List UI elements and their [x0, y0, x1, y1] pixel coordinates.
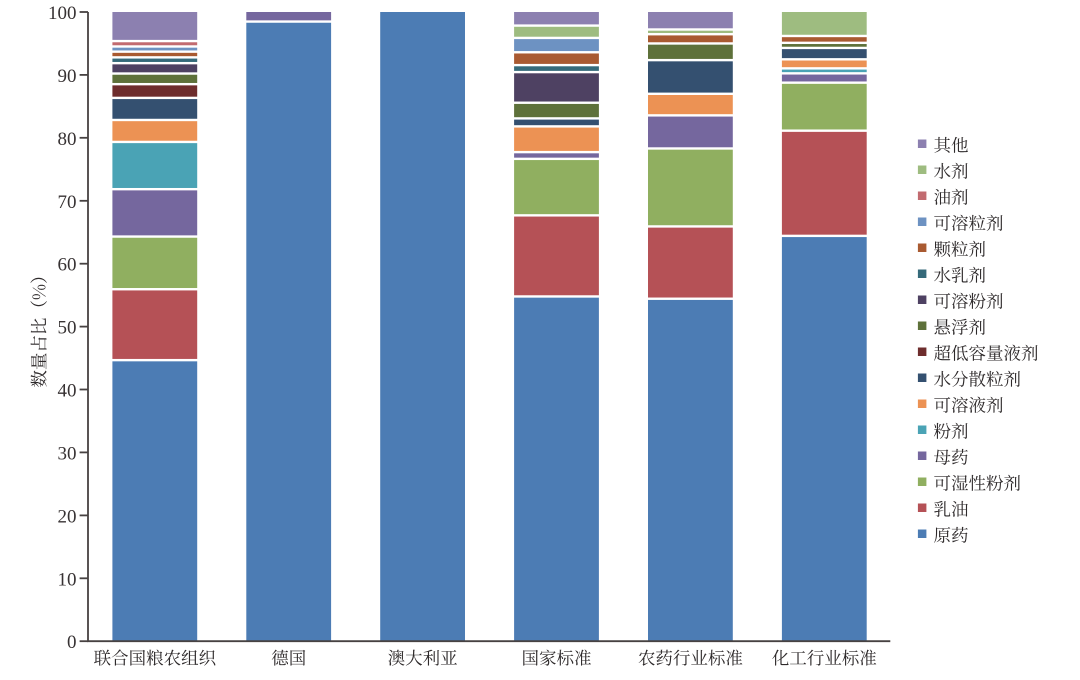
svg-text:0: 0 [67, 632, 77, 653]
svg-text:100: 100 [48, 3, 77, 24]
svg-text:10: 10 [58, 569, 77, 590]
svg-text:70: 70 [58, 192, 77, 213]
svg-text:20: 20 [58, 506, 77, 527]
svg-text:90: 90 [58, 66, 77, 87]
svg-text:60: 60 [58, 255, 77, 276]
svg-text:50: 50 [58, 318, 77, 339]
svg-text:30: 30 [58, 443, 77, 464]
svg-text:40: 40 [58, 381, 77, 402]
svg-text:80: 80 [58, 129, 77, 150]
